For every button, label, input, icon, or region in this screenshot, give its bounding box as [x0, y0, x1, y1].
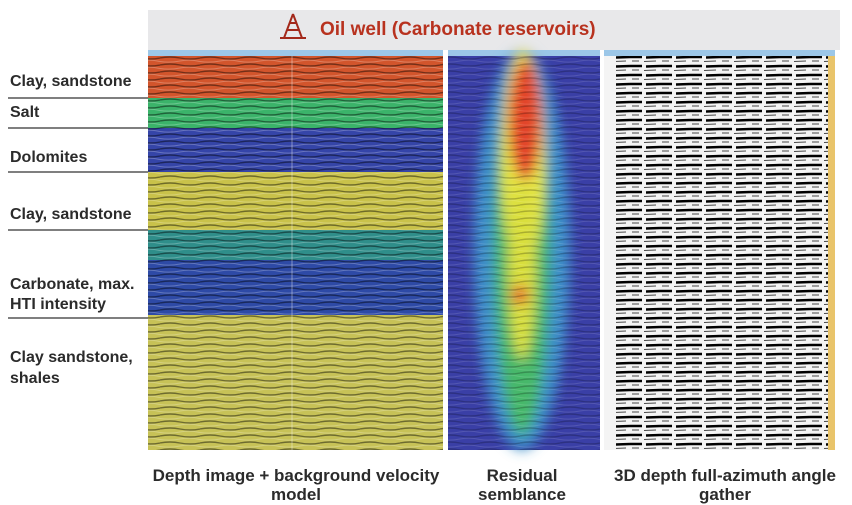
panel-caption: semblance	[478, 485, 566, 504]
layer-label: Salt	[10, 104, 40, 121]
figure: Oil well (Carbonate reservoirs)	[0, 0, 852, 505]
layer-label: Carbonate, max.	[10, 276, 134, 293]
depth-image-panel	[148, 50, 443, 450]
panel-caption: Residual	[487, 466, 558, 485]
layer-label: shales	[10, 370, 60, 387]
layer-label: Clay sandstone,	[10, 349, 133, 366]
panel-caption: Depth image + background velocity	[153, 466, 440, 485]
gather-panel	[604, 50, 835, 450]
panel-caption: 3D depth full-azimuth angle	[614, 466, 836, 485]
semblance-panel	[448, 50, 600, 450]
layer-label: Clay, sandstone	[10, 206, 132, 223]
layer-label: Dolomites	[10, 149, 87, 166]
panel-caption: gather	[699, 485, 751, 504]
layer-label: Clay, sandstone	[10, 73, 132, 90]
layer-label: HTI intensity	[10, 296, 106, 313]
panel-caption: model	[271, 485, 321, 504]
title: Oil well (Carbonate reservoirs)	[320, 19, 596, 40]
